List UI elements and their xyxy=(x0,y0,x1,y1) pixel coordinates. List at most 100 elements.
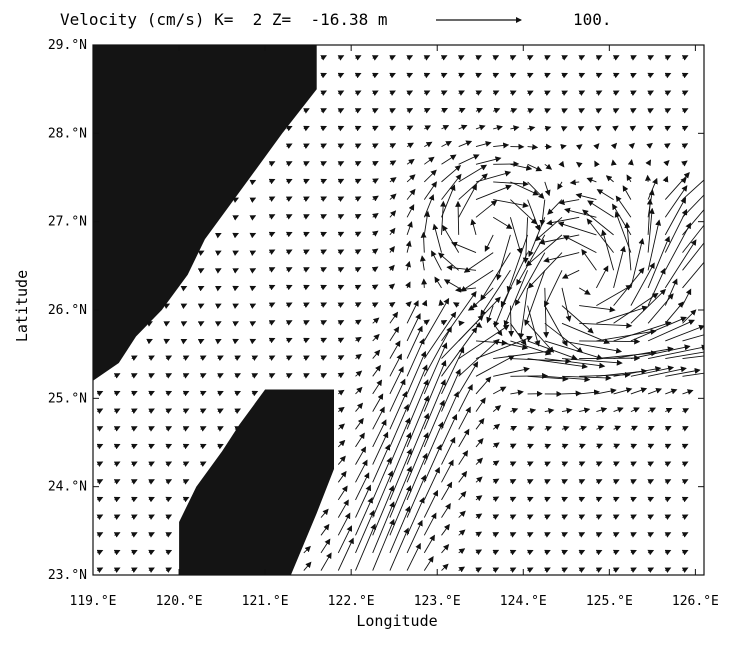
velocity-vector xyxy=(320,90,327,96)
velocity-vector xyxy=(544,514,551,520)
velocity-vector xyxy=(682,179,704,200)
velocity-vector xyxy=(475,513,483,520)
velocity-vector xyxy=(681,426,689,432)
velocity-vector xyxy=(320,143,327,149)
velocity-vector xyxy=(303,320,310,326)
velocity-vector xyxy=(113,532,121,538)
velocity-vector xyxy=(475,107,484,114)
velocity-vector xyxy=(113,390,121,397)
velocity-vector xyxy=(234,426,241,432)
velocity-vector xyxy=(596,350,658,360)
velocity-vector xyxy=(372,501,395,554)
velocity-vector xyxy=(527,443,534,450)
velocity-vector xyxy=(303,337,310,344)
velocity-vector xyxy=(492,549,500,556)
velocity-vector xyxy=(251,390,259,397)
velocity-vector xyxy=(664,90,672,96)
y-tick-label: 25.°N xyxy=(48,391,87,406)
velocity-vector xyxy=(406,221,413,236)
velocity-vector xyxy=(217,408,224,414)
velocity-vector xyxy=(285,320,293,326)
velocity-vector xyxy=(130,390,138,397)
velocity-vector xyxy=(405,301,412,308)
velocity-vector xyxy=(372,364,381,377)
velocity-vector xyxy=(96,532,104,538)
velocity-vector xyxy=(303,108,310,114)
velocity-vector xyxy=(596,328,657,342)
velocity-vector xyxy=(524,270,546,326)
velocity-vector xyxy=(526,90,534,96)
velocity-vector xyxy=(355,484,372,518)
velocity-vector xyxy=(406,188,416,200)
velocity-vector xyxy=(613,407,624,413)
velocity-vector xyxy=(268,214,276,220)
velocity-vector xyxy=(561,55,568,61)
velocity-vector xyxy=(199,443,207,450)
velocity-vector xyxy=(303,373,310,379)
velocity-vector xyxy=(544,270,563,308)
velocity-vector xyxy=(647,207,655,253)
velocity-vector xyxy=(561,108,568,114)
velocity-vector xyxy=(130,514,138,520)
velocity-vector xyxy=(562,235,597,254)
velocity-vector xyxy=(682,261,704,289)
velocity-vector xyxy=(628,142,635,150)
velocity-vector xyxy=(320,355,328,361)
velocity-vector xyxy=(647,443,655,450)
velocity-vector xyxy=(561,425,570,432)
velocity-vector xyxy=(527,199,541,232)
velocity-vector xyxy=(614,211,632,253)
velocity-vector xyxy=(214,268,222,274)
velocity-vector xyxy=(475,72,482,79)
velocity-vector xyxy=(337,178,345,185)
velocity-vector xyxy=(664,514,672,520)
velocity-vector xyxy=(423,359,447,412)
velocity-vector xyxy=(665,324,704,342)
velocity-vector xyxy=(664,532,672,538)
velocity-vector xyxy=(438,299,445,306)
velocity-vector xyxy=(388,301,396,308)
velocity-vector xyxy=(214,250,222,257)
velocity-vector xyxy=(544,496,551,503)
velocity-vector xyxy=(389,417,411,465)
velocity-vector xyxy=(406,338,425,377)
velocity-vector xyxy=(232,338,240,345)
velocity-vector xyxy=(594,125,602,132)
velocity-vector xyxy=(96,549,104,556)
y-tick-label: 29.°N xyxy=(48,38,87,53)
velocity-vector xyxy=(249,338,257,345)
velocity-vector xyxy=(664,185,688,218)
velocity-vector xyxy=(354,55,362,61)
velocity-vector xyxy=(613,387,633,395)
velocity-vector xyxy=(180,303,188,310)
velocity-vector xyxy=(455,200,462,235)
velocity-vector xyxy=(613,245,626,289)
velocity-vector xyxy=(458,406,471,430)
velocity-vector xyxy=(544,322,583,353)
velocity-vector xyxy=(595,108,603,114)
velocity-vector xyxy=(613,292,659,324)
velocity-vector xyxy=(303,196,310,202)
velocity-vector xyxy=(337,320,345,326)
velocity-vector xyxy=(458,384,473,412)
velocity-vector xyxy=(197,285,205,292)
velocity-vector xyxy=(526,549,534,556)
velocity-vector xyxy=(458,566,466,573)
velocity-vector xyxy=(613,346,674,360)
velocity-vector xyxy=(320,508,329,518)
velocity-vector xyxy=(682,208,704,236)
velocity-vector xyxy=(647,387,663,395)
velocity-vector xyxy=(406,496,425,536)
velocity-vector xyxy=(180,321,188,327)
velocity-vector xyxy=(475,495,483,502)
velocity-vector xyxy=(232,232,240,239)
velocity-vector xyxy=(424,156,435,165)
velocity-vector xyxy=(544,55,551,61)
velocity-vector xyxy=(96,496,104,503)
velocity-vector xyxy=(452,302,460,308)
velocity-vector xyxy=(630,532,637,538)
velocity-vector xyxy=(372,178,379,184)
velocity-vector xyxy=(575,144,583,151)
velocity-vector xyxy=(371,125,379,132)
velocity-vector xyxy=(234,408,241,414)
